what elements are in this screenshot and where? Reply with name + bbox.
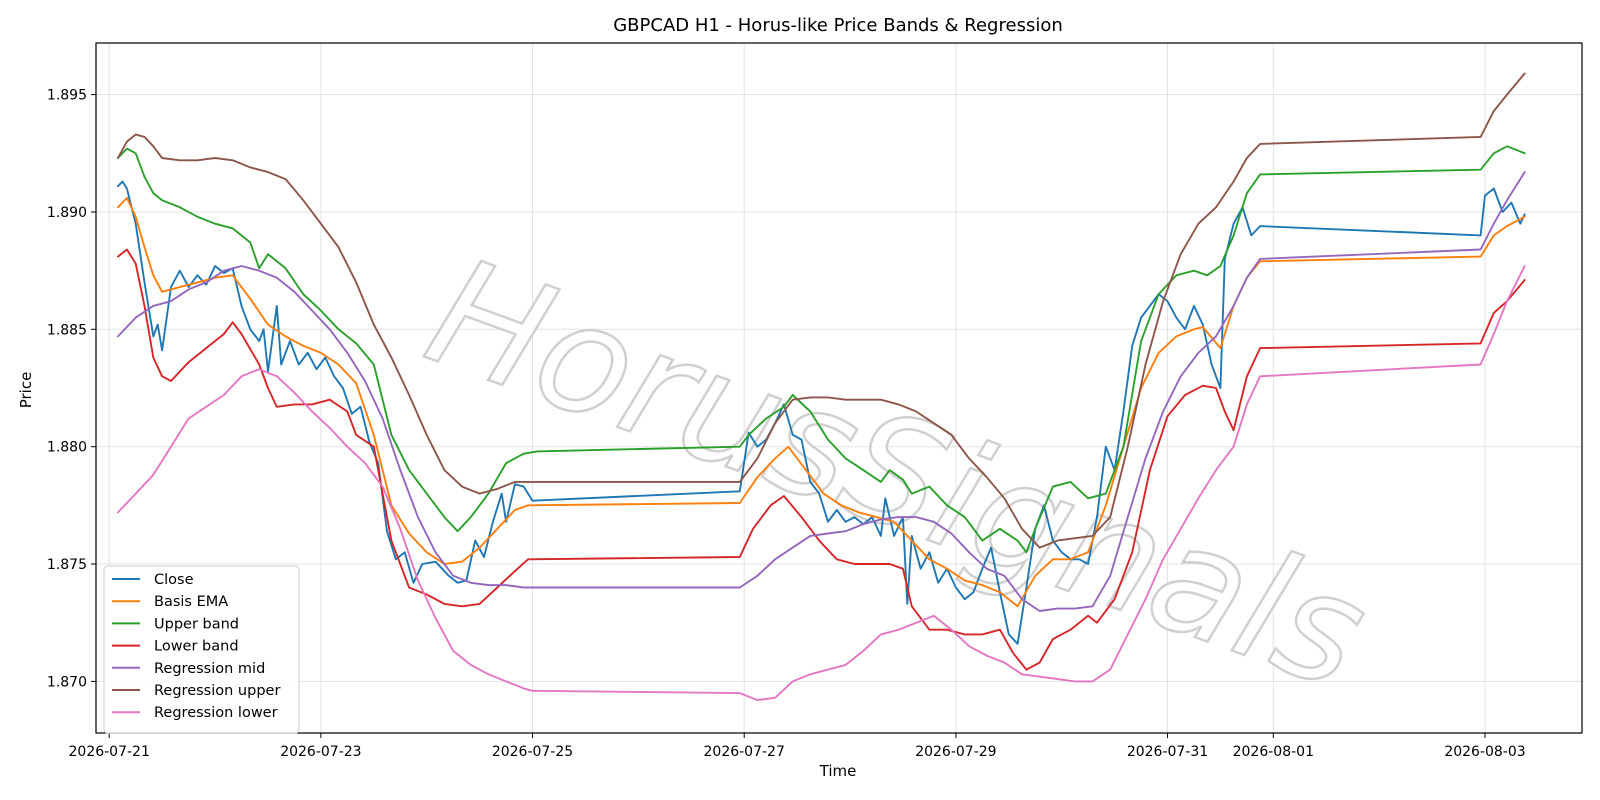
series-lines <box>117 72 1526 702</box>
x-tick-label: 2026-07-25 <box>492 744 573 760</box>
x-tick-label: 2026-07-21 <box>69 744 150 760</box>
x-tick-label: 2026-07-29 <box>915 744 996 760</box>
y-axis: 1.870 1.875 1.880 1.885 1.890 1.895 <box>47 88 96 690</box>
legend-label: Upper band <box>154 616 239 632</box>
legend-box <box>103 565 300 734</box>
y-tick-label: 1.870 <box>47 674 87 690</box>
series-line-regression-upper <box>117 72 1526 549</box>
x-tick-label: 2026-07-23 <box>280 744 361 760</box>
grid <box>96 43 1582 733</box>
y-tick-label: 1.885 <box>47 322 87 338</box>
legend: Close Basis EMA Upper band Lower band Regres… <box>103 565 300 734</box>
x-axis: 2026-07-21 2026-07-23 2026-07-25 2026-07-27… <box>69 733 1526 760</box>
legend-label: Basis EMA <box>154 594 228 610</box>
x-tick-label: 2026-07-27 <box>704 744 785 760</box>
x-tick-label: 2026-07-31 <box>1127 744 1208 760</box>
legend-label: Regression mid <box>154 661 265 677</box>
y-tick-label: 1.875 <box>47 557 87 573</box>
y-axis-title: Price <box>17 372 35 409</box>
legend-label: Regression upper <box>154 683 280 699</box>
series-line-basis-ema <box>117 196 1526 608</box>
plot-frame <box>95 42 1583 734</box>
x-axis-title: Time <box>819 762 857 780</box>
legend-label: Regression lower <box>154 705 278 721</box>
legend-label: Lower band <box>154 639 239 655</box>
series-line-regression-lower <box>117 265 1526 702</box>
series-line-lower-band <box>117 248 1526 671</box>
x-tick-label: 2026-08-03 <box>1444 744 1525 760</box>
chart-title: GBPCAD H1 - Horus-like Price Bands & Reg… <box>613 15 1063 36</box>
y-tick-label: 1.880 <box>47 440 87 456</box>
y-tick-label: 1.895 <box>47 88 87 104</box>
legend-label: Close <box>154 572 194 588</box>
series-line-upper-band <box>117 145 1526 554</box>
y-tick-label: 1.890 <box>47 205 87 221</box>
series-line-close <box>117 180 1526 645</box>
series-line-regression-mid <box>117 171 1526 612</box>
x-tick-label: 2026-08-01 <box>1233 744 1314 760</box>
